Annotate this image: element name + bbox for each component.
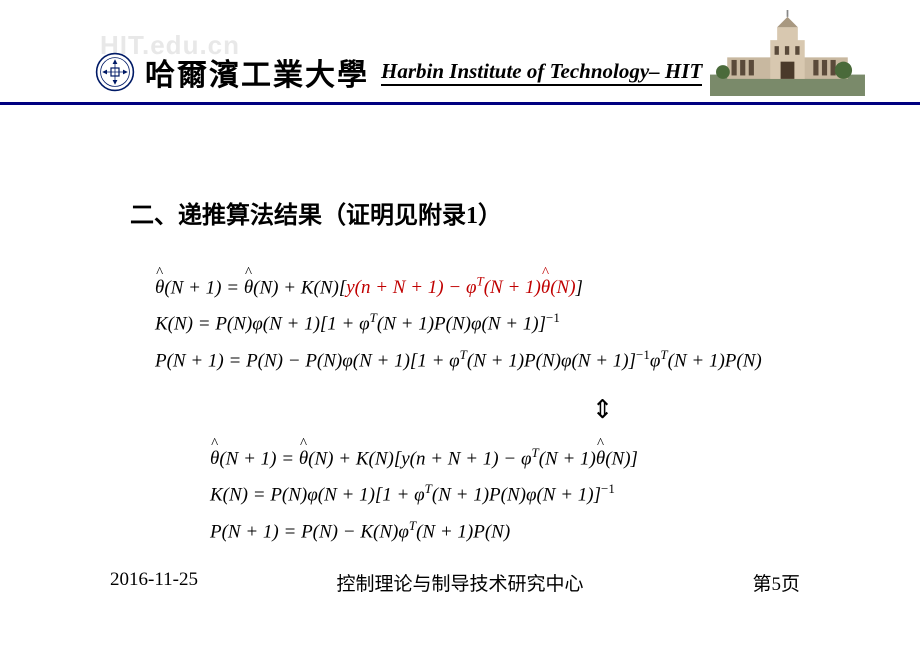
theta-hat: θ	[541, 270, 550, 306]
theta-hat: θ	[596, 441, 605, 477]
math-block-1: θ(N + 1) = θ(N) + K(N)[y(n + N + 1) − φT…	[155, 270, 800, 435]
university-name-en: Harbin Institute of Technology– HIT	[381, 59, 702, 86]
equation-line: θ(N + 1) = θ(N) + K(N)[y(n + N + 1) − φT…	[155, 270, 800, 306]
university-name-cn: 哈爾濱工業大學	[145, 50, 369, 94]
section-title: 二、递推算法结果（证明见附录1）	[130, 195, 800, 230]
theta-hat: θ	[210, 441, 219, 477]
footer-date: 2016-11-25	[110, 569, 198, 596]
header-inner: 哈爾濱工業大學 Harbin Institute of Technology– …	[95, 50, 702, 94]
equation-line: θ(N + 1) = θ(N) + K(N)[y(n + N + 1) − φT…	[210, 441, 800, 477]
equation-line: K(N) = P(N)φ(N + 1)[1 + φT(N + 1)P(N)φ(N…	[210, 477, 800, 513]
hit-logo-icon	[95, 52, 135, 92]
building-image-icon	[710, 10, 865, 100]
footer-page: 第5页	[752, 569, 800, 596]
slide-footer: 2016-11-25 控制理论与制导技术研究中心 第5页	[0, 569, 920, 596]
theta-hat: θ	[244, 270, 253, 306]
footer-center: 控制理论与制导技术研究中心	[336, 569, 583, 596]
equation-line: K(N) = P(N)φ(N + 1)[1 + φT(N + 1)P(N)φ(N…	[155, 306, 800, 342]
theta-hat: θ	[155, 270, 164, 306]
slide-header: HIT.edu.cn 哈爾濱工業大學 Harbin Institute of T…	[0, 0, 920, 105]
equation-line: P(N + 1) = P(N) − K(N)φT(N + 1)P(N)	[210, 514, 800, 550]
math-block-2: θ(N + 1) = θ(N) + K(N)[y(n + N + 1) − φT…	[210, 441, 800, 550]
updown-arrow-icon: ⇕	[405, 385, 800, 434]
residual-term: y(n + N + 1) − φT(N + 1)θ(N)	[346, 277, 575, 298]
theta-hat: θ	[299, 441, 308, 477]
slide-content: 二、递推算法结果（证明见附录1） θ(N + 1) = θ(N) + K(N)[…	[0, 105, 920, 550]
equation-line: P(N + 1) = P(N) − P(N)φ(N + 1)[1 + φT(N …	[155, 343, 800, 379]
